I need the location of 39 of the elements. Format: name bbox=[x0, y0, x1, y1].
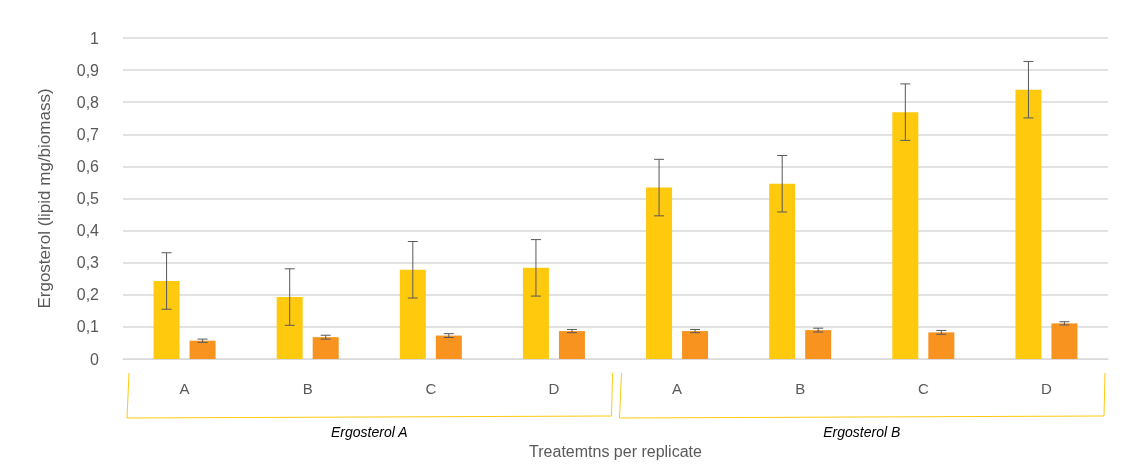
x-axis-title: Treatemtns per replicate bbox=[529, 442, 703, 460]
x-tick-label: C bbox=[425, 380, 437, 397]
bar bbox=[682, 331, 709, 359]
bar bbox=[522, 267, 549, 359]
y-tick-label: 0,5 bbox=[76, 190, 100, 207]
text: Ergosterol A bbox=[330, 424, 408, 440]
bar bbox=[646, 187, 673, 359]
bar bbox=[435, 335, 462, 359]
bar bbox=[1051, 323, 1078, 359]
y-tick-label: 0,7 bbox=[76, 125, 100, 143]
y-tick-label: 0,8 bbox=[76, 93, 100, 111]
bar bbox=[276, 297, 303, 359]
y-tick-label: 0,6 bbox=[76, 157, 100, 175]
x-tick-label: B bbox=[302, 380, 313, 397]
x-tick-label: A bbox=[672, 380, 683, 397]
bar bbox=[805, 330, 832, 359]
y-tick-label: 0 bbox=[90, 350, 100, 368]
bar bbox=[399, 269, 426, 359]
bar bbox=[892, 112, 919, 359]
bar bbox=[558, 331, 585, 359]
bar bbox=[1015, 89, 1042, 359]
x-tick-label: A bbox=[179, 380, 190, 397]
y-tick-label: 0,3 bbox=[76, 254, 100, 272]
y-tick-label: 0,2 bbox=[76, 286, 100, 304]
bar bbox=[153, 281, 180, 359]
text: Ergosterol B bbox=[823, 424, 901, 440]
x-tick-label: B bbox=[795, 380, 806, 397]
y-tick-label: 0,9 bbox=[76, 61, 100, 79]
x-tick-label: D bbox=[548, 380, 560, 397]
bar bbox=[312, 337, 339, 359]
bar bbox=[189, 340, 216, 359]
x-tick-label: D bbox=[1041, 380, 1053, 397]
bar bbox=[769, 183, 796, 359]
y-axis-title: Ergosterol (lipid mg/biomass) bbox=[35, 88, 54, 309]
y-tick-label: 0,4 bbox=[76, 222, 100, 240]
bar bbox=[928, 332, 955, 359]
y-tick-label: 1 bbox=[90, 29, 100, 47]
x-tick-label: C bbox=[917, 380, 929, 397]
y-tick-label: 0,1 bbox=[76, 318, 100, 336]
